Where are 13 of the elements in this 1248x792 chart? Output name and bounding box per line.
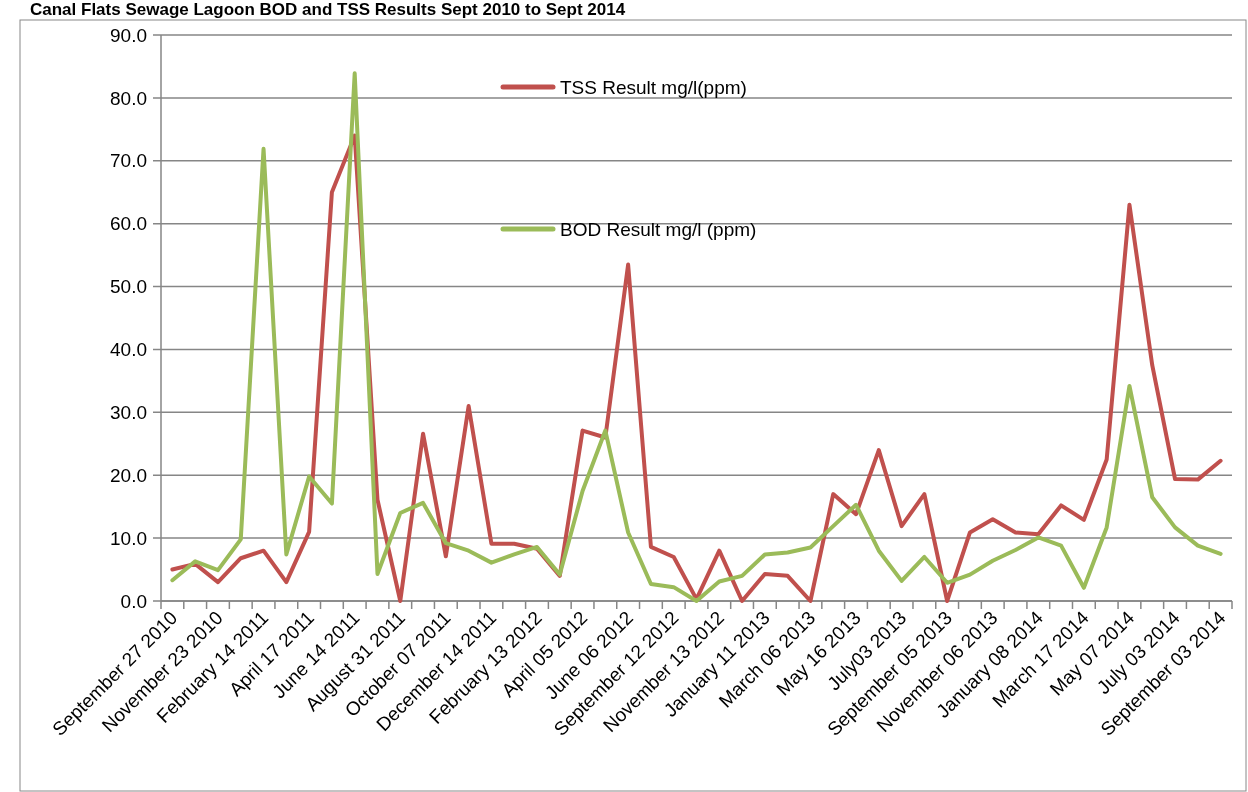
y-tick-label: 80.0 — [110, 87, 147, 109]
y-tick-label: 10.0 — [110, 527, 147, 549]
chart-title: Canal Flats Sewage Lagoon BOD and TSS Results Sept 2010 to Sept 2014 — [30, 0, 626, 19]
y-tick-label: 50.0 — [110, 276, 147, 298]
legend-label: TSS Result mg/l(ppm) — [560, 76, 747, 98]
y-tick-label: 0.0 — [120, 590, 147, 612]
y-tick-label: 60.0 — [110, 213, 147, 235]
y-tick-label: 40.0 — [110, 339, 147, 361]
y-tick-label: 90.0 — [110, 24, 147, 46]
y-tick-label: 20.0 — [110, 464, 147, 486]
y-tick-label: 30.0 — [110, 401, 147, 423]
legend-label: BOD Result mg/l (ppm) — [560, 218, 757, 240]
y-tick-label: 70.0 — [110, 150, 147, 172]
